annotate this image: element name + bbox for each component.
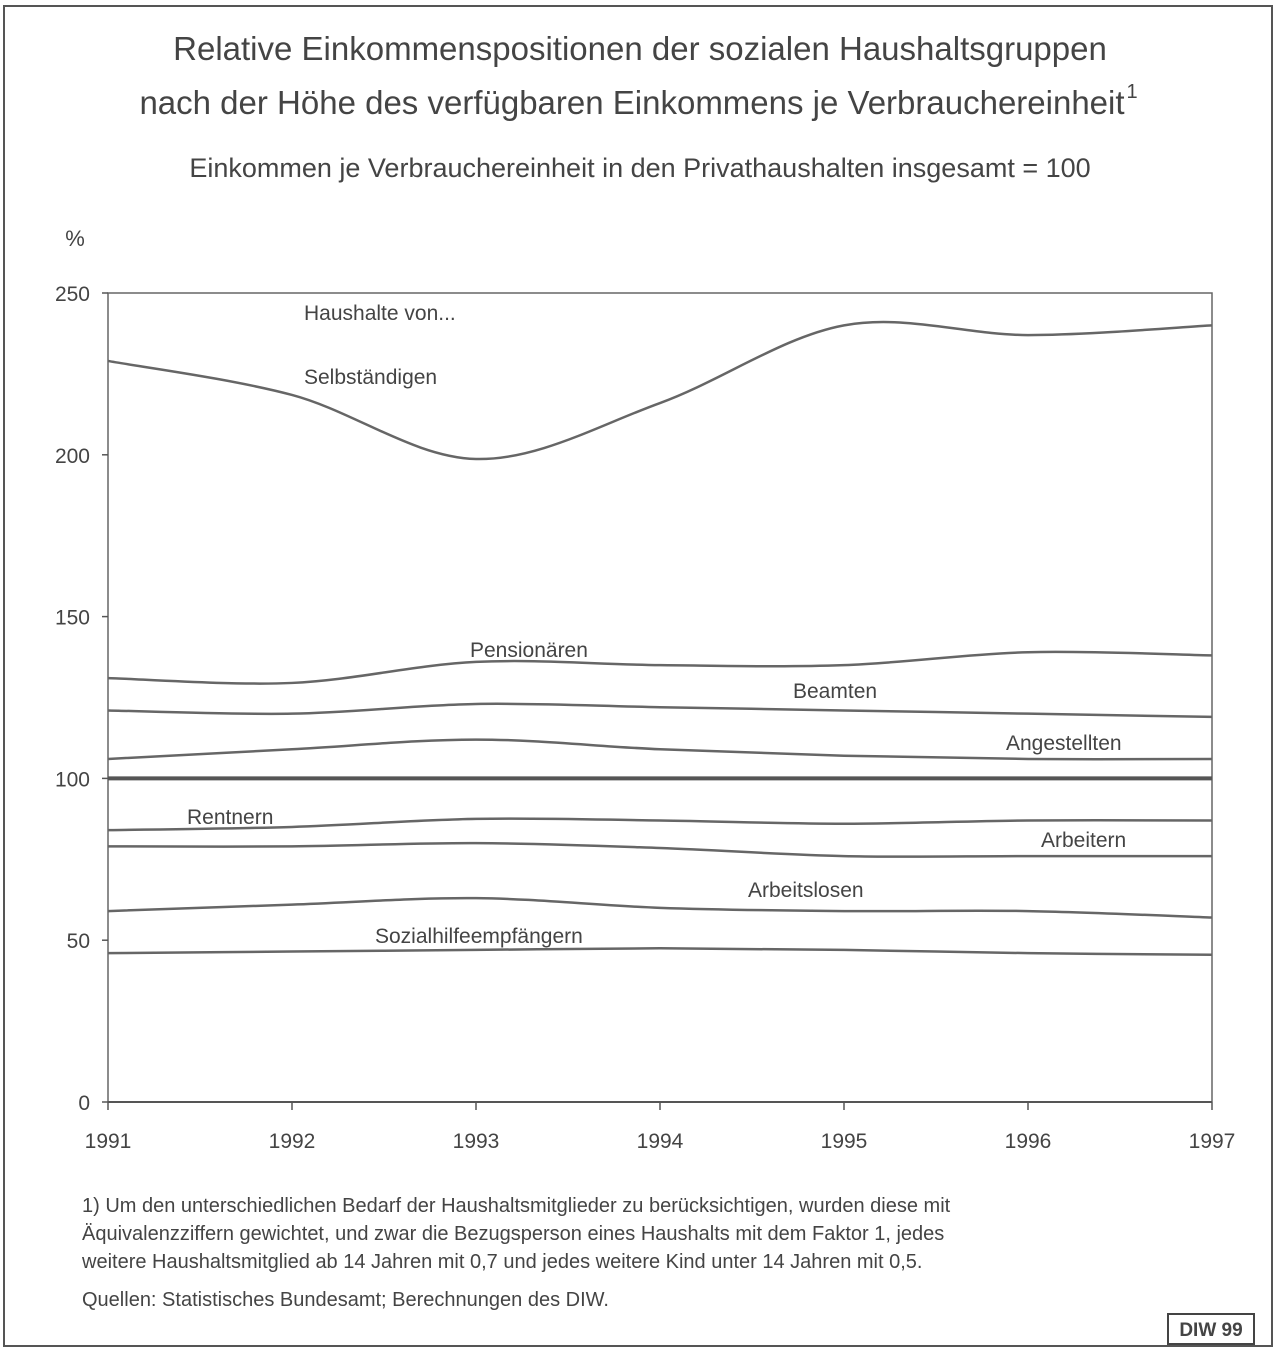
series-label: Angestellten <box>1006 732 1122 755</box>
series-label: Selbständigen <box>304 366 437 389</box>
series-label: Pensionären <box>470 639 588 662</box>
subtitle: Einkommen je Verbrauchereinheit in den P… <box>189 153 1090 183</box>
footnote: weitere Haushaltsmitglied ab 14 Jahren m… <box>81 1251 922 1273</box>
x-tick-label: 1992 <box>269 1130 316 1153</box>
line-series <box>107 320 1213 461</box>
y-tick-label: 250 <box>55 283 90 306</box>
footnote-mark: 1 <box>1127 81 1138 103</box>
line-series <box>107 738 1213 761</box>
plot-frame <box>107 292 1213 1102</box>
y-axis-label: % <box>65 226 85 251</box>
line-series <box>107 947 1213 957</box>
chart-title: nach der Höhe des verfügbaren Einkommens… <box>139 84 1124 121</box>
badge: DIW 99 <box>1179 1320 1242 1341</box>
y-tick-label: 50 <box>67 930 90 953</box>
x-tick-label: 1995 <box>821 1130 868 1153</box>
source: Quellen: Statistisches Bundesamt; Berech… <box>82 1289 609 1311</box>
footnote: 1) Um den unterschiedlichen Bedarf der H… <box>82 1195 951 1217</box>
x-tick-label: 1991 <box>85 1130 132 1153</box>
x-tick-label: 1993 <box>453 1130 500 1153</box>
line-series <box>107 817 1213 832</box>
series-label: Beamten <box>793 680 877 703</box>
badge-box <box>1167 1313 1255 1345</box>
annotation: Haushalte von... <box>304 302 456 325</box>
y-tick-label: 150 <box>55 607 90 630</box>
y-tick-label: 100 <box>55 768 90 791</box>
series-label: Rentnern <box>187 806 273 829</box>
footnote: Äquivalenzziffern gewichtet, und zwar di… <box>82 1223 944 1245</box>
chart-title: Relative Einkommenspositionen der sozial… <box>173 30 1107 67</box>
series-label: Arbeitslosen <box>748 879 864 902</box>
series-label: Arbeitern <box>1041 829 1126 852</box>
x-tick-label: 1994 <box>637 1130 684 1153</box>
x-tick-label: 1996 <box>1005 1130 1052 1153</box>
frame <box>3 5 1273 1347</box>
line-series <box>107 650 1213 685</box>
line-series <box>107 841 1212 858</box>
x-tick-label: 1997 <box>1189 1130 1236 1153</box>
y-tick-label: 0 <box>78 1092 90 1115</box>
series-label: Sozialhilfeempfängern <box>375 925 583 948</box>
y-tick-label: 200 <box>55 445 90 468</box>
line-series <box>107 896 1213 919</box>
line-series <box>107 702 1213 719</box>
